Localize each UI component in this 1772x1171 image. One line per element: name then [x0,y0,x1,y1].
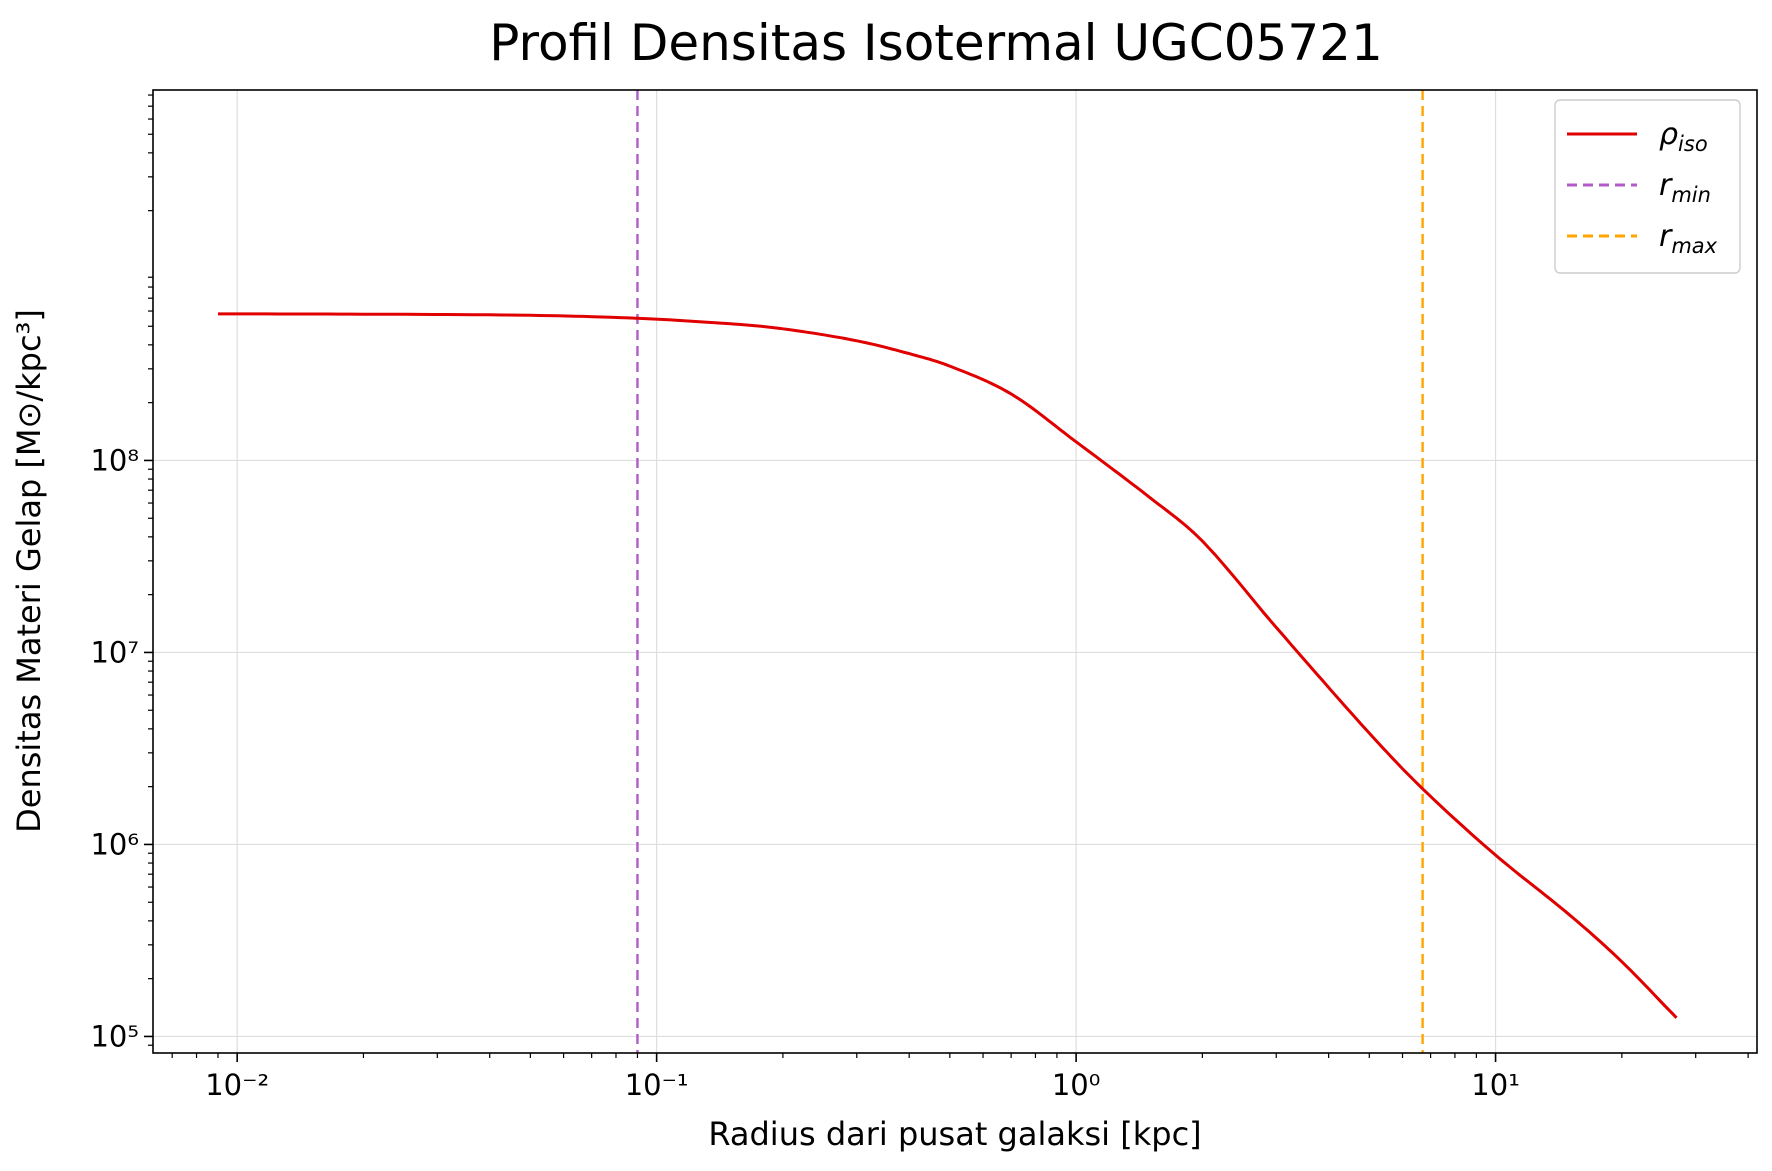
x-tick-label: 10¹ [1471,1068,1520,1102]
x-axis-ticks: 10⁻² 10⁻¹ 10⁰ 10¹ [205,1053,1520,1102]
plot-frame [152,89,1758,1054]
legend-label-rmin: rmin [1659,168,1711,207]
y-tick-label: 10⁸ [90,443,139,477]
x-tick-label: 10⁻¹ [625,1068,689,1102]
x-tick-label: 10⁻² [205,1068,269,1102]
grid [153,90,1757,1053]
legend: ρiso rmin rmax [1554,99,1741,274]
y-axis-label: Densitas Materi Gelap [M⊙/kpc³] [10,309,48,833]
x-axis-label: Radius dari pusat galaksi [kpc] [708,1115,1201,1153]
legend-box [1554,99,1741,274]
vertical-lines [636,90,1424,1053]
series-line-ρiso [218,312,1678,1019]
legend-label-ρiso: ρiso [1659,117,1708,156]
x-tick-label: 10⁰ [1052,1068,1101,1102]
chart-title: Profil Densitas Isotermal UGC05721 [489,14,1383,72]
y-tick-label: 10⁷ [90,635,139,669]
y-tick-label: 10⁵ [90,1019,139,1053]
y-tick-label: 10⁶ [90,827,139,861]
minor-ticks [148,94,1749,1058]
legend-label-rmax: rmax [1659,219,1718,258]
y-axis-ticks: 10⁵ 10⁶ 10⁷ 10⁸ [90,443,153,1053]
series-lines [218,312,1678,1019]
